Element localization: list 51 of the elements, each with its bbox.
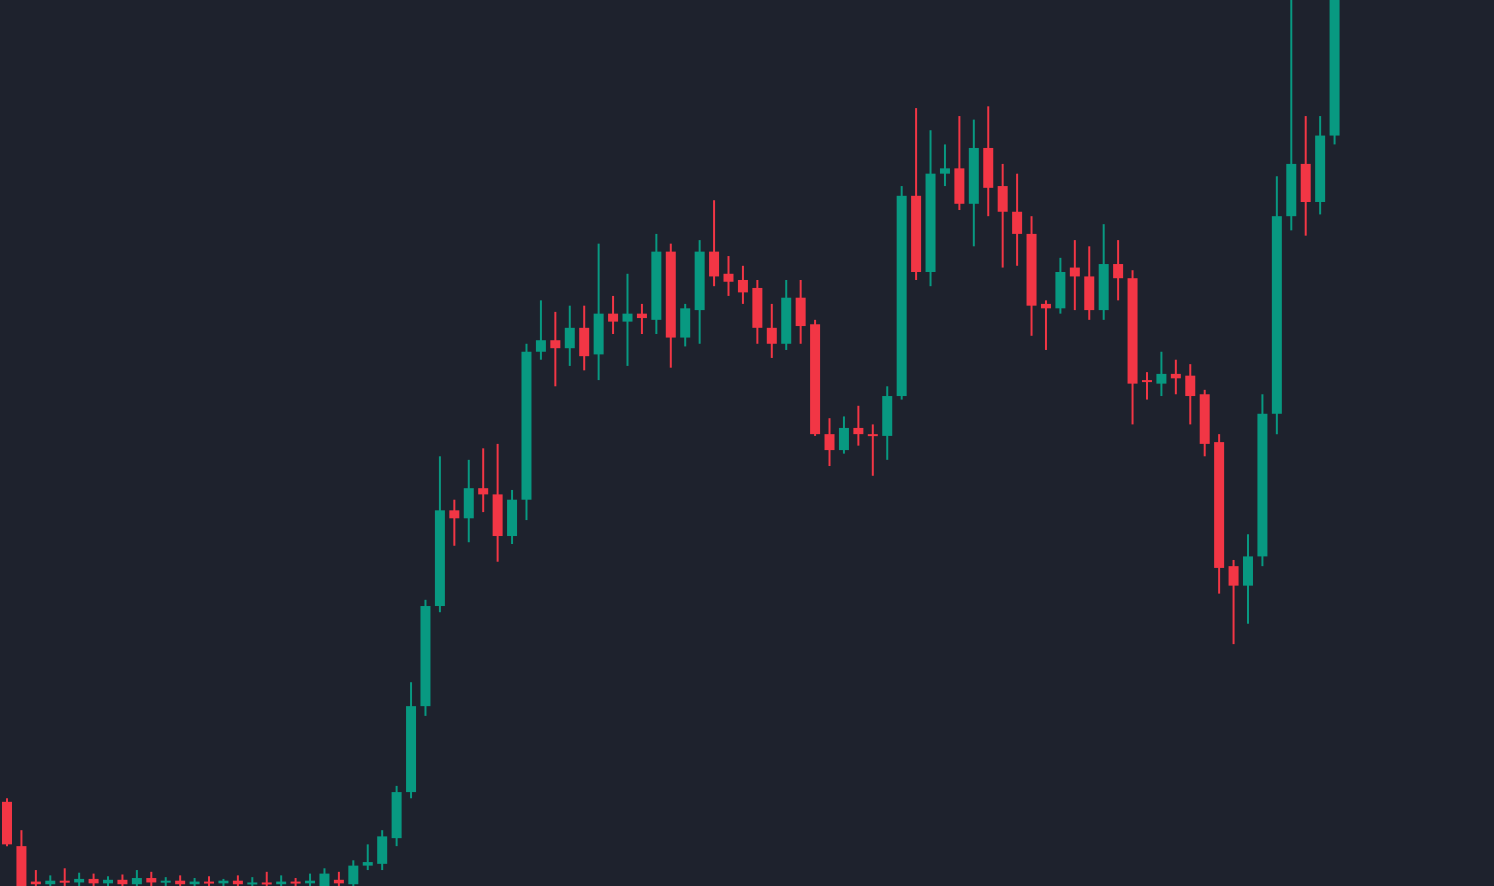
candlestick <box>593 242 604 382</box>
candlestick <box>622 272 633 367</box>
candlestick <box>1170 358 1181 396</box>
candlestick <box>1098 223 1109 321</box>
candlestick <box>449 498 460 547</box>
candlestick <box>16 829 27 886</box>
candlestick <box>1069 239 1080 312</box>
candlestick <box>1185 363 1196 426</box>
candlestick <box>1084 245 1095 321</box>
candlestick <box>1055 256 1066 315</box>
candlestick <box>535 299 546 361</box>
candlestick <box>1156 350 1167 398</box>
candlestick <box>2 797 12 848</box>
candlestick <box>564 304 575 367</box>
candlestick <box>766 302 777 359</box>
candlestick <box>507 488 518 545</box>
candlestick <box>882 385 893 461</box>
candlestick <box>478 447 489 514</box>
candlestick <box>997 162 1008 269</box>
candlestick <box>838 415 849 455</box>
candlestick <box>348 859 359 886</box>
candlestick <box>636 302 647 336</box>
candlestick <box>1228 558 1239 646</box>
candlestick <box>1012 172 1023 267</box>
candlestick <box>608 294 619 336</box>
candlestick <box>709 199 720 288</box>
candlestick <box>954 115 965 211</box>
candlestick <box>1242 533 1253 625</box>
candlestick <box>723 255 734 297</box>
candlestick <box>824 417 835 468</box>
candlestick <box>1300 115 1311 237</box>
candlestick <box>391 784 402 848</box>
candlestick <box>1141 371 1152 401</box>
candlestick <box>1113 239 1124 302</box>
candlestick <box>579 304 590 372</box>
candlestick <box>550 310 561 388</box>
candlestick <box>939 143 950 188</box>
candlestick <box>867 423 878 477</box>
candlestick <box>781 278 792 351</box>
candlestick <box>362 843 373 872</box>
candlestick <box>492 442 503 563</box>
candlestick <box>853 404 864 447</box>
candlestick <box>983 105 994 218</box>
candlestick <box>680 302 691 348</box>
candlestick <box>59 867 70 886</box>
candlestick <box>463 458 474 544</box>
candlestick <box>752 278 763 345</box>
candlestick <box>1040 299 1051 351</box>
candlestick <box>795 278 806 345</box>
candlestick <box>377 829 388 872</box>
candlestick <box>737 264 748 305</box>
